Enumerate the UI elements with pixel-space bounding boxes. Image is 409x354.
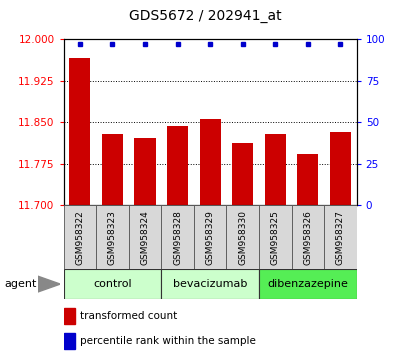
- Bar: [291, 205, 324, 269]
- Bar: [128, 205, 161, 269]
- Bar: [297, 154, 318, 205]
- Text: GSM958329: GSM958329: [205, 210, 214, 265]
- Bar: [101, 134, 123, 205]
- Bar: [329, 132, 350, 205]
- Bar: [161, 269, 258, 299]
- Text: agent: agent: [4, 279, 36, 289]
- Text: bevacizumab: bevacizumab: [173, 279, 247, 289]
- Bar: [63, 333, 75, 349]
- Text: GSM958325: GSM958325: [270, 210, 279, 265]
- Bar: [258, 205, 291, 269]
- Bar: [231, 143, 253, 205]
- Text: GSM958324: GSM958324: [140, 210, 149, 264]
- Bar: [63, 269, 161, 299]
- Bar: [161, 205, 193, 269]
- Text: GSM958322: GSM958322: [75, 210, 84, 264]
- Bar: [199, 119, 220, 205]
- Text: dibenzazepine: dibenzazepine: [267, 279, 347, 289]
- Bar: [324, 205, 356, 269]
- Text: percentile rank within the sample: percentile rank within the sample: [79, 336, 255, 346]
- Bar: [193, 205, 226, 269]
- Text: control: control: [93, 279, 131, 289]
- Polygon shape: [38, 276, 60, 292]
- Bar: [63, 205, 96, 269]
- Bar: [134, 138, 155, 205]
- Text: GSM958327: GSM958327: [335, 210, 344, 265]
- Text: transformed count: transformed count: [79, 311, 177, 321]
- Bar: [166, 126, 188, 205]
- Text: GSM958323: GSM958323: [108, 210, 117, 265]
- Bar: [226, 205, 258, 269]
- Bar: [96, 205, 128, 269]
- Bar: [264, 134, 285, 205]
- Bar: [63, 308, 75, 324]
- Bar: [69, 58, 90, 205]
- Bar: [258, 269, 356, 299]
- Text: GSM958326: GSM958326: [303, 210, 312, 265]
- Text: GSM958328: GSM958328: [173, 210, 182, 265]
- Text: GDS5672 / 202941_at: GDS5672 / 202941_at: [128, 9, 281, 23]
- Text: GSM958330: GSM958330: [238, 210, 247, 265]
